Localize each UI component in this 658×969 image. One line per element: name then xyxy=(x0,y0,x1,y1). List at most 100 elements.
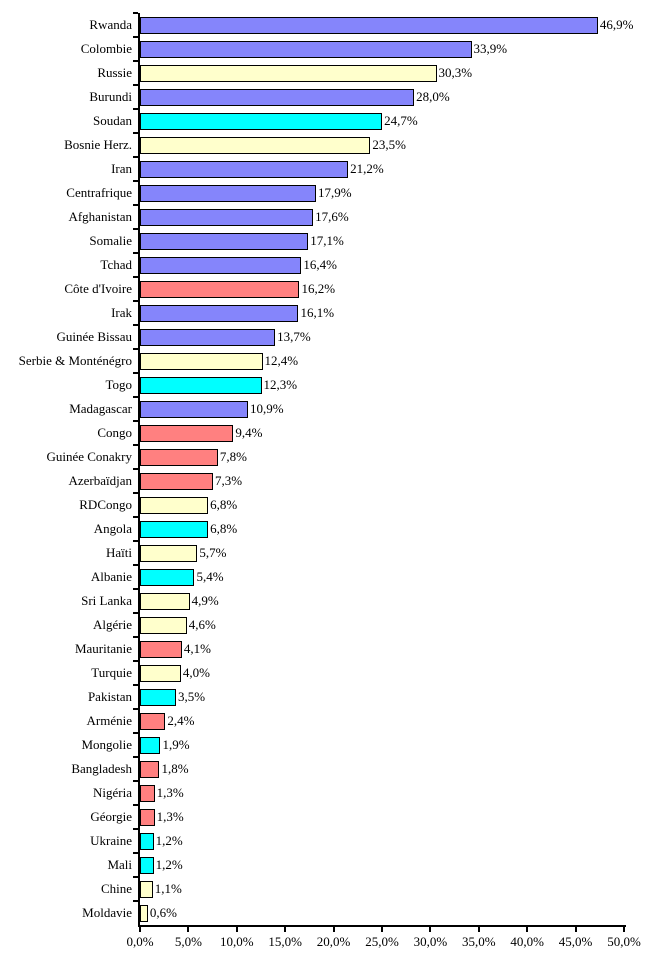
x-axis: 0,0% 5,0% 10,0% 15,0% 20,0% 25,0% 30,0% 35,0% 40… xyxy=(126,925,641,965)
category-label: Chine xyxy=(100,881,132,896)
value-label: 1,3% xyxy=(156,785,184,800)
plot-cell: 6,8% xyxy=(133,492,626,517)
bar-row: Sri Lanka 4,9% xyxy=(0,588,658,613)
plot-cell: 1,9% xyxy=(133,732,626,757)
bar-row: Nigéria 1,3% xyxy=(0,780,658,805)
category-label: Somalie xyxy=(89,233,132,248)
bar xyxy=(140,808,155,826)
plot-cell: 1,3% xyxy=(133,804,626,829)
category-label: Ukraine xyxy=(90,833,132,848)
value-label: 4,9% xyxy=(191,593,219,608)
bar-row: Somalie 17,1% xyxy=(0,228,658,253)
category-label: Nigéria xyxy=(93,785,132,800)
bar xyxy=(140,232,309,250)
bar-row: Pakistan 3,5% xyxy=(0,684,658,709)
category-label: Irak xyxy=(111,305,132,320)
bar xyxy=(140,520,209,538)
x-axis-tick-label: 20,0% xyxy=(316,934,351,949)
value-label: 17,6% xyxy=(315,209,349,224)
bar xyxy=(140,592,190,610)
value-label: 1,8% xyxy=(161,761,189,776)
bar xyxy=(140,712,166,730)
bar xyxy=(140,424,234,442)
bar xyxy=(140,472,213,490)
bar xyxy=(140,760,160,778)
value-label: 10,9% xyxy=(249,401,284,416)
x-axis-tick-label: 50,0% xyxy=(607,934,641,949)
x-axis-tick-label: 45,0% xyxy=(558,934,593,949)
bar-row: Turquie 4,0% xyxy=(0,660,658,685)
category-label: Turquie xyxy=(91,665,132,680)
plot-cell: 4,0% xyxy=(133,660,626,685)
value-label: 2,4% xyxy=(167,713,195,728)
bar-row: Serbie & Monténégro 12,4% xyxy=(0,348,658,373)
category-label: Moldavie xyxy=(82,905,132,920)
bar xyxy=(140,88,415,106)
bar-row: Albanie 5,4% xyxy=(0,564,658,589)
bar-row: Bangladesh 1,8% xyxy=(0,756,658,781)
bar-row: Tchad 16,4% xyxy=(0,252,658,277)
plot-cell: 28,0% xyxy=(133,84,626,109)
plot-cell: 5,7% xyxy=(133,540,626,565)
plot-cell: 2,4% xyxy=(133,708,626,733)
plot-cell: 1,3% xyxy=(133,780,626,805)
category-label: Bangladesh xyxy=(71,761,132,776)
plot-cell: 13,7% xyxy=(133,324,626,349)
plot-cell: 1,2% xyxy=(133,828,626,853)
category-label: Haïti xyxy=(106,545,132,560)
value-label: 4,0% xyxy=(182,665,210,680)
bar xyxy=(140,784,155,802)
bar-row: Burundi 28,0% xyxy=(0,84,658,109)
value-label: 23,5% xyxy=(372,137,406,152)
bar-row: Madagascar 10,9% xyxy=(0,396,658,421)
plot-cell: 10,9% xyxy=(133,396,626,421)
bar-row: Soudan 24,7% xyxy=(0,108,658,133)
x-axis-tick xyxy=(623,927,625,932)
bar-row: Haïti 5,7% xyxy=(0,540,658,565)
value-label: 3,5% xyxy=(178,689,206,704)
bar-rows: Rwanda 46,9% Colombie 33,9% Russie 30,3%… xyxy=(0,12,658,925)
value-label: 12,4% xyxy=(264,353,299,368)
x-axis-tick xyxy=(332,927,335,932)
x-axis-tick-label: 35,0% xyxy=(462,934,496,949)
bar xyxy=(140,160,349,178)
bar xyxy=(140,856,154,874)
bar xyxy=(140,304,299,322)
plot-cell: 7,3% xyxy=(133,468,626,493)
plot-cell: 17,1% xyxy=(133,228,626,253)
x-axis-tick xyxy=(235,927,238,932)
bar-row: Ukraine 1,2% xyxy=(0,828,658,853)
category-label: Rwanda xyxy=(89,17,132,32)
bar xyxy=(140,256,302,274)
category-label: Mongolie xyxy=(81,737,132,752)
value-label: 16,4% xyxy=(303,257,337,272)
category-label: Mauritanie xyxy=(74,641,132,656)
x-axis-tick xyxy=(139,927,141,932)
x-axis-tick xyxy=(429,927,432,932)
category-label: Colombie xyxy=(80,41,132,56)
value-label: 6,8% xyxy=(210,497,238,512)
category-label: Guinée Conakry xyxy=(46,449,132,464)
plot-cell: 24,7% xyxy=(133,108,626,133)
x-axis-tick-label: 30,0% xyxy=(413,934,448,949)
bar-row: Arménie 2,4% xyxy=(0,708,658,733)
bar-row: Géorgie 1,3% xyxy=(0,804,658,829)
value-label: 17,1% xyxy=(310,233,344,248)
bar-row: Russie 30,3% xyxy=(0,60,658,85)
plot-cell: 7,8% xyxy=(133,444,626,469)
category-label: Albanie xyxy=(90,569,132,584)
category-label: Centrafrique xyxy=(66,185,132,200)
category-label: Sri Lanka xyxy=(81,593,132,608)
bar-row: Mongolie 1,9% xyxy=(0,732,658,757)
x-axis-tick-label: 25,0% xyxy=(365,934,399,949)
bar xyxy=(140,832,154,850)
bar xyxy=(140,184,316,202)
plot-cell: 1,2% xyxy=(133,852,626,877)
value-label: 6,8% xyxy=(210,521,238,536)
value-label: 1,9% xyxy=(162,737,190,752)
category-label: Soudan xyxy=(93,113,132,128)
bar xyxy=(140,664,181,682)
plot-cell: 23,5% xyxy=(133,132,626,157)
plot-cell: 0,6% xyxy=(133,900,626,925)
bar xyxy=(140,352,263,370)
